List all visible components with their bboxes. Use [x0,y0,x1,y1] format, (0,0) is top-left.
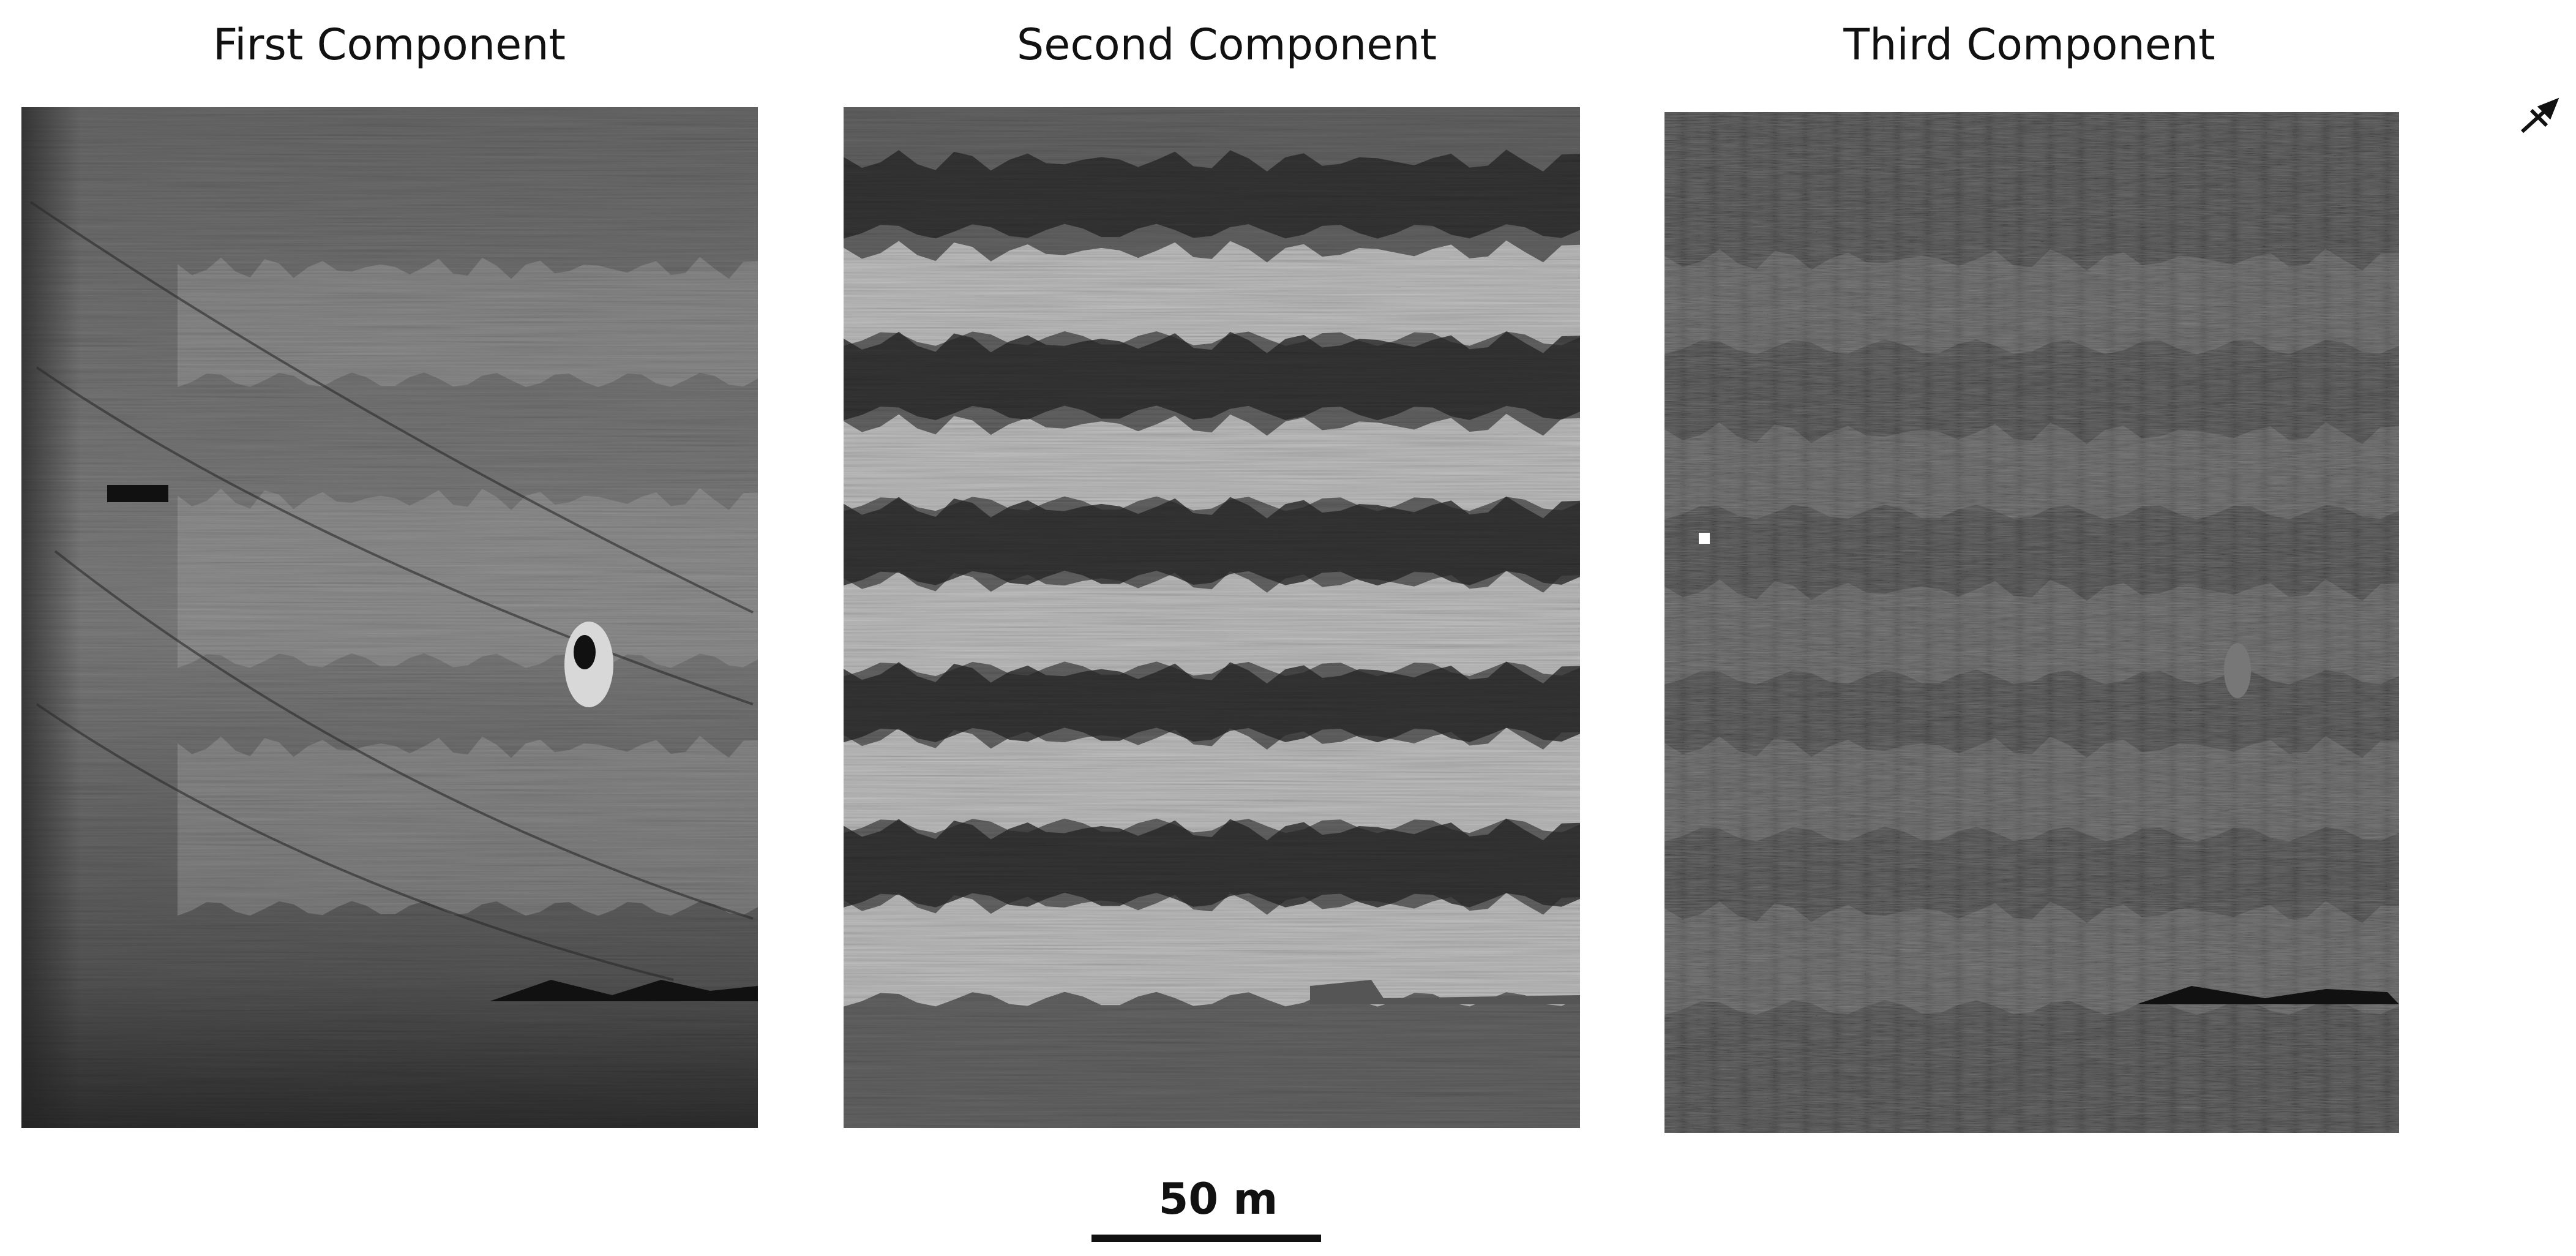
panel-image [1664,112,2399,1133]
scale-bar [1091,1235,1321,1242]
panel-title: Third Component [1843,20,2215,70]
panel-title: Second Component [1017,20,1437,70]
panel-image [844,107,1580,1128]
panel-image [21,107,758,1128]
north-arrow [2520,97,2559,133]
scale-bar-label: 50 m [1159,1174,1278,1224]
panel-title: First Component [213,20,566,70]
